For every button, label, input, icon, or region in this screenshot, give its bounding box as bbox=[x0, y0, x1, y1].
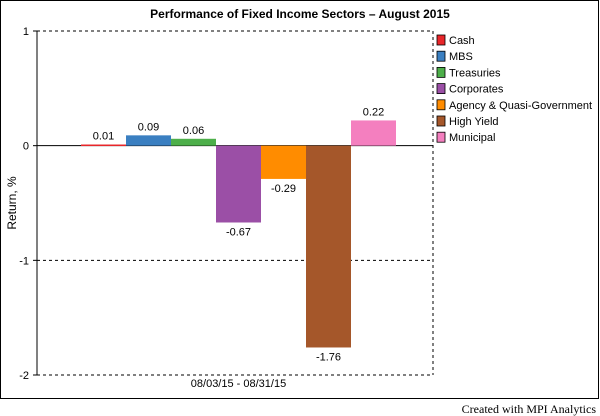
bar-mbs bbox=[126, 135, 171, 146]
y-axis-label: Return, % bbox=[5, 176, 19, 230]
legend-swatch bbox=[436, 34, 446, 46]
data-label: -0.29 bbox=[271, 183, 296, 195]
legend-swatch bbox=[436, 115, 446, 127]
legend-entry: Municipal bbox=[449, 132, 495, 144]
bar-high-yield bbox=[306, 145, 351, 348]
legend-swatch bbox=[436, 131, 446, 143]
data-label: -0.67 bbox=[226, 226, 251, 238]
legend-swatch bbox=[436, 50, 446, 62]
bar-agency-quasi-government bbox=[261, 145, 306, 179]
y-tick-label: -2 bbox=[19, 370, 29, 382]
legend-entry: MBS bbox=[449, 51, 473, 63]
credit-text: Created with MPI Analytics bbox=[462, 402, 597, 416]
legend-entry: Cash bbox=[449, 35, 475, 47]
y-tick-label: -1 bbox=[19, 255, 29, 267]
y-tick-label: 0 bbox=[23, 141, 29, 153]
legend-swatch bbox=[436, 67, 446, 78]
x-tick-label: 08/03/15 - 08/31/15 bbox=[191, 378, 286, 390]
chart-frame bbox=[0, 0, 599, 399]
data-label: 0.09 bbox=[138, 121, 159, 133]
data-label: -1.76 bbox=[316, 351, 341, 363]
legend-entry: High Yield bbox=[449, 116, 499, 128]
data-label: 0.06 bbox=[183, 125, 204, 137]
bar-treasuries bbox=[171, 138, 216, 146]
legend-swatch bbox=[436, 83, 446, 94]
data-label: 0.01 bbox=[93, 131, 114, 143]
chart-title: Performance of Fixed Income Sectors – Au… bbox=[150, 7, 450, 21]
legend-entry: Agency & Quasi-Government bbox=[449, 100, 592, 112]
legend: Cash MBS Treasuries Corporates Agency & Quas… bbox=[436, 34, 592, 144]
y-tick-label: 1 bbox=[23, 26, 29, 38]
bar-cash bbox=[81, 144, 126, 147]
plot-area: 1 0 -1 -2 0.01 0.09 0.06 -0.67 -0.29 -1.76 0.22 08/… bbox=[19, 26, 434, 390]
bar-corporates bbox=[216, 145, 261, 223]
legend-entry: Corporates bbox=[449, 84, 504, 96]
bar-municipal bbox=[351, 120, 396, 146]
legend-swatch bbox=[436, 99, 446, 111]
legend-entry: Treasuries bbox=[449, 67, 501, 79]
data-label: 0.22 bbox=[363, 106, 384, 118]
